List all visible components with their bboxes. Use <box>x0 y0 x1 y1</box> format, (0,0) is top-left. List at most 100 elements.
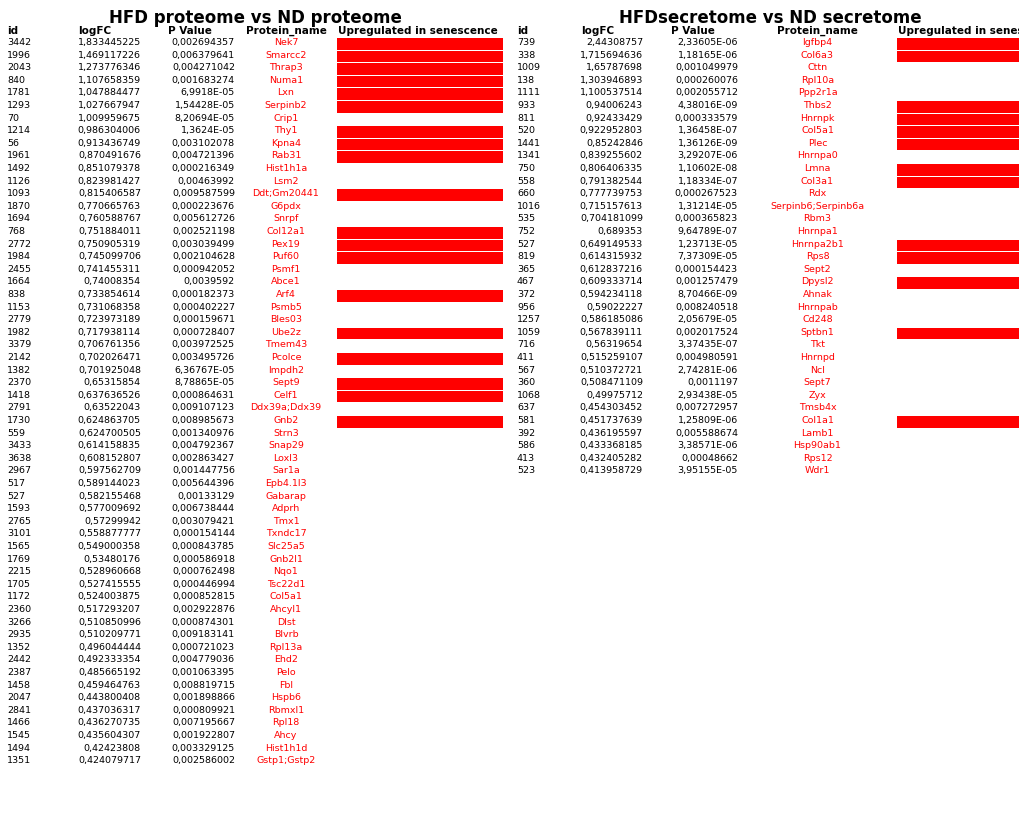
Text: 2215: 2215 <box>7 567 31 576</box>
Text: 0,558877777: 0,558877777 <box>77 529 141 539</box>
Bar <box>336 378 502 390</box>
Text: Dpysl2: Dpysl2 <box>801 277 833 286</box>
Text: 0,92433429: 0,92433429 <box>585 114 642 123</box>
Text: 0,000402227: 0,000402227 <box>172 302 234 311</box>
Text: 0,003972525: 0,003972525 <box>172 341 234 349</box>
Text: 1494: 1494 <box>7 744 31 752</box>
Text: Pcolce: Pcolce <box>270 353 301 362</box>
Text: 0,002922876: 0,002922876 <box>172 605 234 614</box>
Text: 0,612837216: 0,612837216 <box>580 265 642 274</box>
Text: 1009: 1009 <box>517 63 540 72</box>
Text: Tmem43: Tmem43 <box>265 341 307 349</box>
Text: Loxl3: Loxl3 <box>273 453 299 463</box>
Text: 1,10602E-08: 1,10602E-08 <box>677 164 738 173</box>
Text: 0,004721396: 0,004721396 <box>172 151 234 160</box>
Text: 0,004779036: 0,004779036 <box>172 655 234 665</box>
Bar <box>336 252 502 264</box>
Text: 1214: 1214 <box>7 126 31 135</box>
Text: 2935: 2935 <box>7 630 32 640</box>
Text: Ppp2r1a: Ppp2r1a <box>797 89 837 98</box>
Text: 0,424079717: 0,424079717 <box>77 757 141 765</box>
Text: Ddx39a;Ddx39: Ddx39a;Ddx39 <box>251 403 321 412</box>
Text: 392: 392 <box>517 428 535 438</box>
Text: id: id <box>517 26 528 36</box>
Bar <box>896 416 1019 428</box>
Text: 0,851079378: 0,851079378 <box>77 164 141 173</box>
Text: 1961: 1961 <box>7 151 31 160</box>
Text: 3,38571E-06: 3,38571E-06 <box>677 441 738 450</box>
Bar <box>336 290 502 301</box>
Text: 1153: 1153 <box>7 302 32 311</box>
Text: 0,839255602: 0,839255602 <box>580 151 642 160</box>
Text: 0,000223676: 0,000223676 <box>172 202 234 210</box>
Text: 0,751884011: 0,751884011 <box>77 227 141 236</box>
Text: 637: 637 <box>517 403 535 412</box>
Text: 0,63522043: 0,63522043 <box>84 403 141 412</box>
Text: 0,000159671: 0,000159671 <box>172 315 234 324</box>
Text: 0,717938114: 0,717938114 <box>77 328 141 337</box>
Text: Bles03: Bles03 <box>270 315 302 324</box>
Text: 1,100537514: 1,100537514 <box>580 89 642 98</box>
Bar <box>896 328 1019 339</box>
Text: Tmsb4x: Tmsb4x <box>798 403 836 412</box>
Text: Thrap3: Thrap3 <box>269 63 303 72</box>
Text: 0,517293207: 0,517293207 <box>77 605 141 614</box>
Text: 1352: 1352 <box>7 643 32 652</box>
Text: Hnrnpa0: Hnrnpa0 <box>796 151 837 160</box>
Text: 1593: 1593 <box>7 504 32 514</box>
Text: 0,443800408: 0,443800408 <box>77 693 141 702</box>
Text: 0,00048662: 0,00048662 <box>681 453 738 463</box>
Text: Thy1: Thy1 <box>274 126 298 135</box>
Text: 0,001447756: 0,001447756 <box>172 467 234 475</box>
Text: 138: 138 <box>517 76 535 85</box>
Text: Sept2: Sept2 <box>803 265 830 274</box>
Text: 1982: 1982 <box>7 328 31 337</box>
Text: 0,001340976: 0,001340976 <box>172 428 234 438</box>
Text: Col3a1: Col3a1 <box>800 176 834 185</box>
Text: 527: 527 <box>7 492 25 501</box>
Text: 558: 558 <box>517 176 535 185</box>
Text: 1,303946893: 1,303946893 <box>579 76 642 85</box>
Text: 0,000852815: 0,000852815 <box>172 592 234 601</box>
Text: 0,608152807: 0,608152807 <box>77 453 141 463</box>
Text: 1769: 1769 <box>7 554 31 564</box>
Text: 0,432405282: 0,432405282 <box>580 453 642 463</box>
Text: 0,733854614: 0,733854614 <box>77 290 141 299</box>
Text: 0,003495726: 0,003495726 <box>172 353 234 362</box>
Text: 1341: 1341 <box>517 151 541 160</box>
Text: Blvrb: Blvrb <box>273 630 298 640</box>
Text: Sept7: Sept7 <box>803 378 830 387</box>
Text: 0,005588674: 0,005588674 <box>675 428 738 438</box>
Text: 0,000721023: 0,000721023 <box>172 643 234 652</box>
Text: 838: 838 <box>7 290 25 299</box>
Text: 9,64789E-07: 9,64789E-07 <box>677 227 738 236</box>
Text: 1664: 1664 <box>7 277 31 286</box>
Text: 0,582155468: 0,582155468 <box>77 492 141 501</box>
Text: 1068: 1068 <box>517 391 540 400</box>
Text: 0,723973189: 0,723973189 <box>77 315 141 324</box>
Text: HFDsecretome vs ND secretome: HFDsecretome vs ND secretome <box>619 9 920 27</box>
Text: 0,741455311: 0,741455311 <box>77 265 141 274</box>
Text: Hnrnpd: Hnrnpd <box>799 353 835 362</box>
Text: 0,510209771: 0,510209771 <box>77 630 141 640</box>
Text: 0,002586002: 0,002586002 <box>172 757 234 765</box>
Text: 0,000762498: 0,000762498 <box>172 567 234 576</box>
Text: Ube2z: Ube2z <box>271 328 301 337</box>
Text: 1,23713E-05: 1,23713E-05 <box>677 240 738 249</box>
Text: 0,57299942: 0,57299942 <box>84 517 141 526</box>
Text: 0,003102078: 0,003102078 <box>172 139 234 148</box>
Text: 1418: 1418 <box>7 391 31 400</box>
Bar <box>336 190 502 200</box>
Text: Gabarap: Gabarap <box>265 492 306 501</box>
Text: 0,005612726: 0,005612726 <box>172 215 234 224</box>
Text: 933: 933 <box>517 101 535 110</box>
Text: 535: 535 <box>517 215 535 224</box>
Text: 3,37435E-07: 3,37435E-07 <box>677 341 738 349</box>
Text: 716: 716 <box>517 341 535 349</box>
Text: 0,000267523: 0,000267523 <box>675 190 738 198</box>
Text: 3,95155E-05: 3,95155E-05 <box>677 467 738 475</box>
Text: 0,806406335: 0,806406335 <box>579 164 642 173</box>
Text: 0,001683274: 0,001683274 <box>172 76 234 85</box>
Text: Celf1: Celf1 <box>273 391 298 400</box>
Text: 567: 567 <box>517 366 535 375</box>
